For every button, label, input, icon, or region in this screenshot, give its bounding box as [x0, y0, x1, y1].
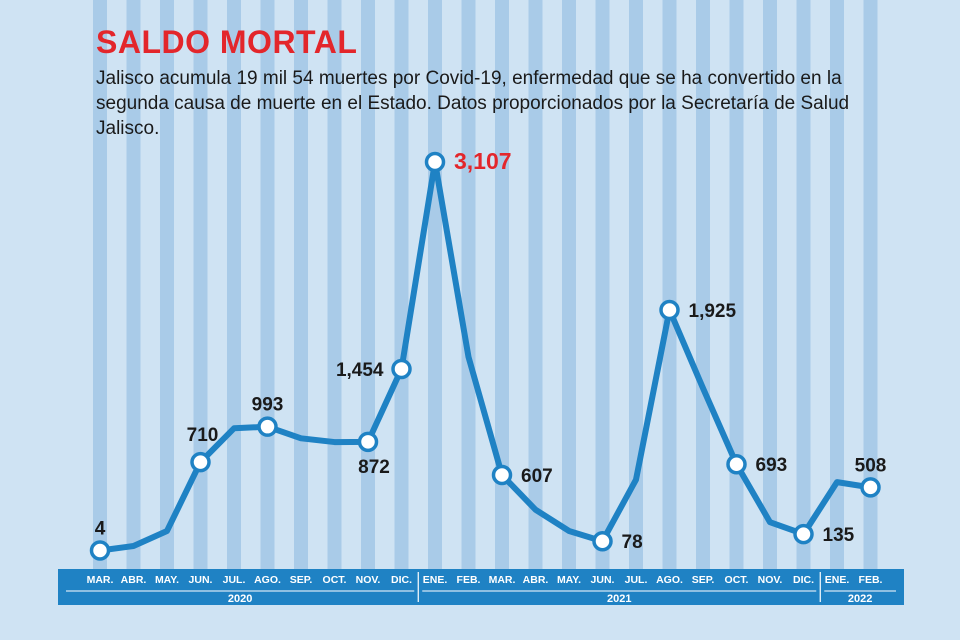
- x-tick-label: FEB.: [457, 574, 481, 586]
- chart-subtitle: Jalisco acumula 19 mil 54 muertes por Co…: [96, 68, 850, 139]
- x-axis-band: [58, 569, 904, 605]
- stripe: [495, 0, 509, 570]
- x-tick-label: ABR.: [523, 574, 549, 586]
- x-tick-label: DIC.: [391, 574, 412, 586]
- stripe: [394, 0, 409, 570]
- stripe: [160, 0, 174, 570]
- x-tick-labels: MAR. ABR. MAY. JUN. JUL. AGO. SEP. OCT. NOV. DIC.…: [87, 574, 883, 586]
- data-label: 607: [521, 466, 553, 487]
- data-label: 135: [823, 525, 855, 546]
- stripe: [294, 0, 308, 570]
- data-point-marker: [190, 451, 211, 473]
- year-label: 2021: [607, 593, 631, 605]
- x-tick-label: AGO.: [656, 574, 683, 586]
- x-tick-label: MAR.: [489, 574, 516, 586]
- data-label: 3,107: [454, 148, 512, 174]
- x-tick-label: NOV.: [758, 574, 783, 586]
- x-tick-label: ENE.: [825, 574, 850, 586]
- stripe: [428, 0, 442, 570]
- stripe: [193, 0, 208, 570]
- chart-title: SALDO MORTAL: [96, 24, 358, 60]
- stripe: [595, 0, 610, 570]
- x-tick-label: JUL.: [625, 574, 648, 586]
- x-tick-label: OCT.: [323, 574, 347, 586]
- data-labels: 4 710 993 872 1,454 3,107 607 78 1,925 693 135 508: [95, 148, 887, 553]
- stripe: [796, 0, 811, 570]
- stripe: [696, 0, 710, 570]
- data-point-marker: [659, 299, 680, 321]
- data-point-marker: [391, 358, 412, 380]
- stripe: [93, 0, 107, 570]
- data-label: 78: [622, 532, 643, 553]
- x-tick-label: NOV.: [356, 574, 381, 586]
- x-tick-label: AGO.: [254, 574, 281, 586]
- data-point-marker: [793, 523, 814, 545]
- year-label: 2022: [848, 593, 872, 605]
- x-tick-label: JUN.: [591, 574, 615, 586]
- x-tick-label: ENE.: [423, 574, 448, 586]
- data-point-marker: [726, 453, 747, 475]
- stripe: [863, 0, 878, 570]
- data-point-marker: [257, 416, 278, 437]
- stripe: [629, 0, 643, 570]
- x-tick-label: DIC.: [793, 574, 814, 586]
- data-label: 693: [756, 455, 788, 476]
- data-label: 508: [855, 455, 887, 476]
- data-label: 4: [95, 518, 106, 539]
- stripe: [562, 0, 576, 570]
- stripe: [662, 0, 677, 570]
- x-tick-label: JUN.: [189, 574, 213, 586]
- year-label: 2020: [228, 593, 252, 605]
- data-point-markers: [89, 151, 881, 561]
- stripe: [830, 0, 844, 570]
- data-label: 1,925: [689, 301, 737, 322]
- stripe: [126, 0, 141, 570]
- x-tick-label: SEP.: [692, 574, 715, 586]
- stripe: [528, 0, 543, 570]
- data-point-marker: [491, 464, 513, 486]
- x-tick-label: JUL.: [223, 574, 246, 586]
- year-labels: 2020 2021 2022: [228, 593, 872, 605]
- stripe: [763, 0, 777, 570]
- x-tick-label: MAY.: [155, 574, 179, 586]
- data-label: 872: [358, 457, 390, 478]
- data-point-marker: [424, 151, 446, 173]
- data-point-marker: [89, 540, 111, 561]
- stripe: [461, 0, 476, 570]
- x-tick-label: OCT.: [725, 574, 749, 586]
- stripe: [327, 0, 342, 570]
- x-tick-label: SEP.: [290, 574, 313, 586]
- data-label: 710: [187, 425, 219, 446]
- background-stripes: [93, 0, 878, 570]
- x-tick-label: FEB.: [859, 574, 883, 586]
- series-line: [97, 159, 874, 554]
- x-tick-label: MAR.: [87, 574, 114, 586]
- x-tick-label: ABR.: [121, 574, 147, 586]
- data-point-marker: [860, 477, 881, 498]
- data-label: 1,454: [336, 360, 384, 381]
- data-label: 993: [252, 395, 284, 416]
- data-point-marker: [357, 431, 379, 453]
- year-dividers: [66, 572, 896, 602]
- data-point-marker: [592, 530, 613, 552]
- x-tick-label: MAY.: [557, 574, 581, 586]
- stripe: [729, 0, 744, 570]
